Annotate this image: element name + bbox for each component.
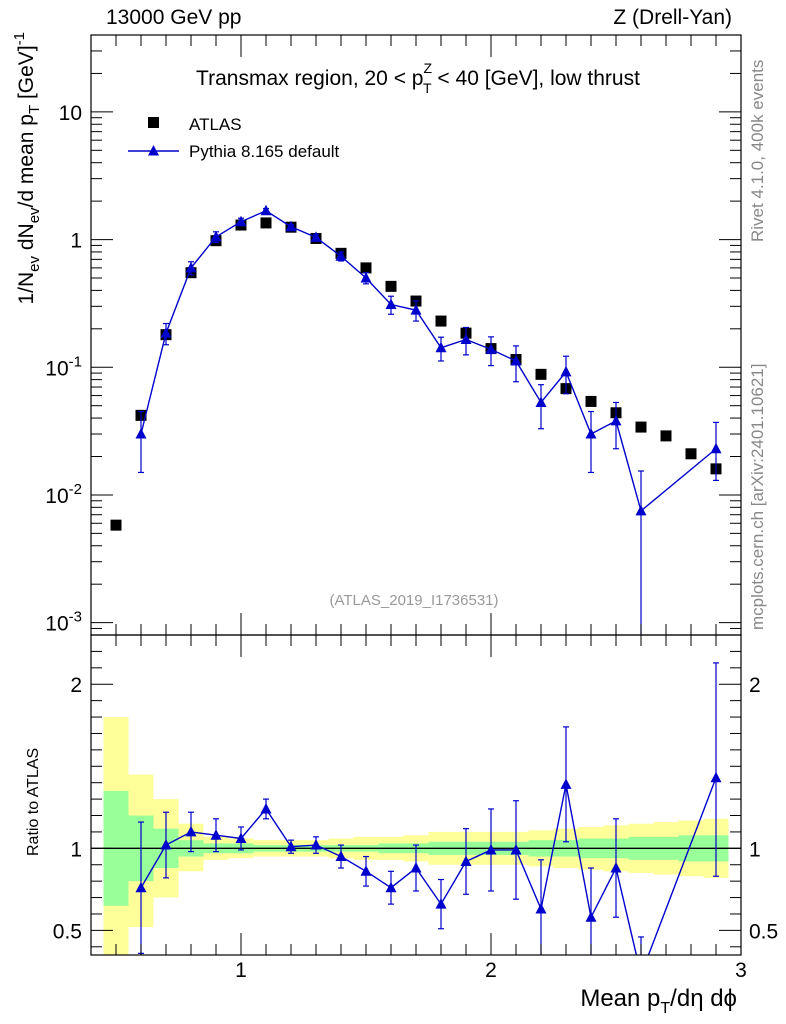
pythia-ratio-point	[135, 881, 147, 893]
rivet-version-label: Rivet 4.1.0, 400k events	[748, 59, 767, 242]
atlas-data-point	[260, 217, 272, 229]
pythia-data-point	[560, 365, 572, 377]
y-tick-label: 1	[70, 230, 82, 253]
pythia-data-point	[585, 428, 597, 439]
pythia-ratio-point	[510, 843, 522, 855]
y-axis-label-group: 1/Nev dNev/d mean pT [GeV]-1	[11, 32, 43, 305]
pythia-data-point	[410, 304, 422, 315]
pythia-ratio-point	[160, 839, 172, 850]
ratio-tick-label-left: 2	[70, 674, 82, 697]
pythia-data-point	[135, 428, 147, 439]
pythia-data-point	[710, 442, 722, 454]
pythia-ratio-point	[210, 829, 222, 840]
pythia-data-point	[260, 204, 272, 216]
pythia-ratio-point	[710, 771, 722, 783]
pythia-ratio-point	[585, 911, 597, 922]
pythia-ratio-point	[260, 802, 272, 814]
atlas-data-point	[685, 448, 697, 460]
pythia-ratio-point	[285, 840, 297, 852]
pythia-ratio-point	[535, 903, 547, 914]
ratio-tick-label-left: 0.5	[53, 920, 82, 943]
legend-atlas-marker	[148, 117, 159, 128]
pythia-data-point	[385, 298, 397, 310]
pythia-data-point	[335, 250, 347, 261]
header-right-label: Z (Drell-Yan)	[613, 6, 732, 29]
pythia-data-point	[635, 504, 647, 516]
pythia-ratio-point	[460, 855, 472, 866]
pythia-ratio-point	[235, 832, 247, 843]
pythia-data-point	[185, 261, 197, 273]
pythia-ratio-point	[435, 898, 447, 909]
chart-title: Transmax region, 20 < pZ T < 40 [GeV], lo…	[196, 60, 640, 96]
x-axis-label: Mean pT/dη dϕ	[580, 985, 737, 1017]
atlas-data-point	[660, 430, 672, 442]
legend: ATLAS Pythia 8.165 default	[128, 115, 340, 161]
pythia-ratio-point	[360, 865, 372, 876]
x-tick-label: 2	[485, 959, 497, 982]
ratio-tick-label-right: 1	[749, 838, 761, 861]
atlas-data-point	[585, 395, 597, 407]
ratio-tick-label-right: 2	[749, 674, 761, 697]
pythia-data-point	[235, 215, 247, 227]
source-label: mcplots.cern.ch [arXiv:2401.10621]	[748, 363, 767, 630]
atlas-data-point	[435, 315, 447, 327]
y-tick-label: 10-1	[45, 353, 82, 380]
header-left-label: 13000 GeV pp	[106, 6, 242, 29]
pythia-ratio-point	[410, 862, 422, 873]
ratio-plot-frame	[90, 634, 742, 956]
atlas-data-point	[360, 262, 372, 274]
pythia-ratio-point	[610, 862, 622, 873]
pythia-ratio-group	[135, 662, 722, 955]
ratio-y-axis-label: Ratio to ATLAS	[25, 748, 42, 856]
pythia-data-point	[210, 230, 222, 242]
legend-pythia-marker	[148, 145, 159, 156]
pythia-data-point	[285, 220, 297, 232]
legend-atlas-label: ATLAS	[189, 115, 242, 134]
y-axis-label: 1/Nev dNev/d mean pT [GeV]-1	[11, 32, 43, 305]
pythia-ratio-line	[140, 777, 717, 955]
y-tick-label: 10	[59, 102, 82, 125]
pythia-ratio-point	[310, 839, 322, 850]
pythia-ratio-point	[185, 825, 197, 837]
pythia-ratio-point	[335, 850, 347, 862]
pythia-data-point	[160, 327, 172, 338]
pythia-ratio-point	[485, 843, 497, 855]
atlas-data-point	[635, 421, 647, 433]
atlas-data-point	[535, 368, 547, 380]
x-tick-label: 1	[235, 959, 247, 982]
pythia-ratio-point	[385, 881, 397, 893]
pythia-data-point	[360, 272, 372, 283]
x-tick-label: 3	[735, 959, 747, 982]
y-tick-label: 10-2	[45, 481, 82, 508]
ratio-y-axis-label-group: Ratio to ATLAS	[25, 748, 42, 856]
pythia-data-point	[510, 354, 522, 366]
ratio-tick-label-right: 0.5	[749, 920, 778, 943]
atlas-data-point	[110, 519, 122, 531]
pythia-data-point	[535, 396, 547, 407]
atlas-data-point	[385, 280, 397, 292]
legend-pythia-label: Pythia 8.165 default	[189, 142, 340, 161]
pythia-data-point	[485, 343, 497, 354]
ratio-tick-label-left: 1	[70, 838, 82, 861]
pythia-data-point	[310, 231, 322, 242]
pythia-data-point	[435, 341, 447, 353]
pythia-data-point	[610, 414, 622, 426]
pythia-series-line	[140, 210, 717, 513]
analysis-id-label: (ATLAS_2019_I1736531)	[329, 592, 498, 609]
pythia-ratio-point	[560, 778, 572, 789]
y-tick-label: 10-3	[45, 609, 82, 636]
pythia-data-point	[460, 333, 472, 344]
